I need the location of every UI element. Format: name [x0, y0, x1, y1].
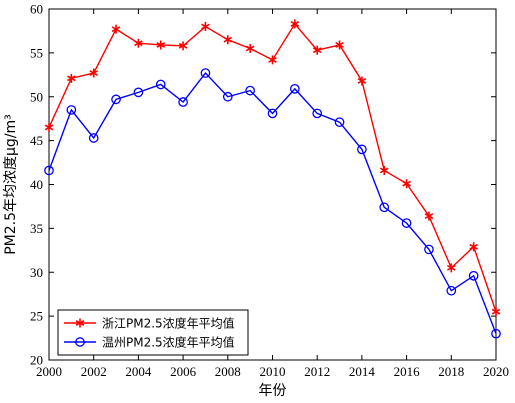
series-2 [44, 68, 501, 339]
y-tick-label: 20 [30, 353, 43, 368]
data-point [402, 179, 411, 189]
legend-box [57, 309, 249, 356]
data-point [44, 165, 54, 176]
data-point [67, 73, 76, 83]
legend-label: 温州PM2.5浓度年平均值 [102, 335, 235, 350]
x-tick-label: 2016 [394, 364, 421, 379]
data-point [268, 55, 277, 65]
data-point [155, 79, 166, 90]
y-tick-label: 25 [30, 309, 43, 324]
y-tick-label: 55 [30, 45, 43, 60]
x-tick-label: 2010 [260, 364, 286, 379]
x-tick-label: 2004 [125, 364, 152, 379]
data-point [290, 19, 300, 29]
data-point [134, 38, 143, 48]
y-tick-label: 60 [30, 2, 43, 17]
legend-marker [75, 337, 85, 347]
data-point [312, 108, 323, 119]
axes: 2000 2002 2004 2006 2008 2010 2012 2014 2016 2018… [30, 2, 509, 380]
series-1 [44, 19, 501, 317]
data-point [334, 117, 345, 128]
series-line [48, 22, 497, 312]
legend-marker [75, 318, 85, 328]
y-tick-label: 45 [30, 133, 43, 148]
data-point [468, 270, 479, 281]
y-tick-label: 30 [30, 265, 43, 280]
legend-item: 温州PM2.5浓度年平均值 [64, 335, 235, 350]
data-point [491, 307, 501, 317]
data-point [289, 84, 300, 94]
data-point [446, 285, 457, 296]
data-point [357, 144, 367, 155]
x-tick-label: 2020 [483, 364, 509, 379]
data-point [156, 40, 166, 50]
x-tick-label: 2014 [349, 364, 376, 379]
x-tick-label: 2008 [215, 364, 241, 379]
x-tick-label: 2018 [438, 364, 464, 379]
data-point [89, 68, 98, 78]
legend-item: 浙江PM2.5浓度年平均值 [64, 316, 235, 331]
data-point [312, 45, 322, 55]
data-point [44, 122, 54, 132]
data-point [245, 43, 255, 53]
data-point [424, 244, 434, 255]
data-point [335, 40, 344, 50]
y-tick-label: 35 [30, 221, 43, 236]
data-point [200, 68, 211, 78]
y-tick-label: 40 [30, 177, 43, 192]
x-tick-label: 2000 [36, 364, 62, 379]
y-axis-title: PM2.5年均浓度μg/m³ [3, 114, 19, 255]
y-tick-label: 50 [30, 89, 43, 104]
data-point [222, 91, 233, 102]
data-point [201, 22, 210, 32]
data-point [223, 35, 233, 45]
series-line [48, 71, 497, 334]
data-point [133, 87, 144, 98]
x-tick-label: 2006 [170, 364, 197, 379]
data-point [357, 76, 367, 86]
x-tick-label: 2012 [304, 364, 330, 379]
data-point [469, 242, 478, 252]
series-group [44, 19, 501, 339]
x-axis-title: 年份 [259, 383, 287, 399]
data-point [88, 133, 99, 143]
data-point [66, 105, 77, 115]
data-point [424, 211, 434, 221]
data-point [379, 165, 389, 175]
data-point [491, 328, 501, 339]
legend-label: 浙江PM2.5浓度年平均值 [102, 316, 235, 331]
data-point [111, 24, 121, 34]
data-point [379, 202, 390, 213]
data-point [401, 218, 412, 228]
data-point [178, 97, 188, 107]
data-point [245, 85, 255, 96]
data-point [178, 41, 188, 51]
data-point [267, 108, 278, 119]
x-tick-label: 2002 [81, 364, 107, 379]
data-point [447, 263, 456, 273]
data-point [111, 94, 121, 105]
